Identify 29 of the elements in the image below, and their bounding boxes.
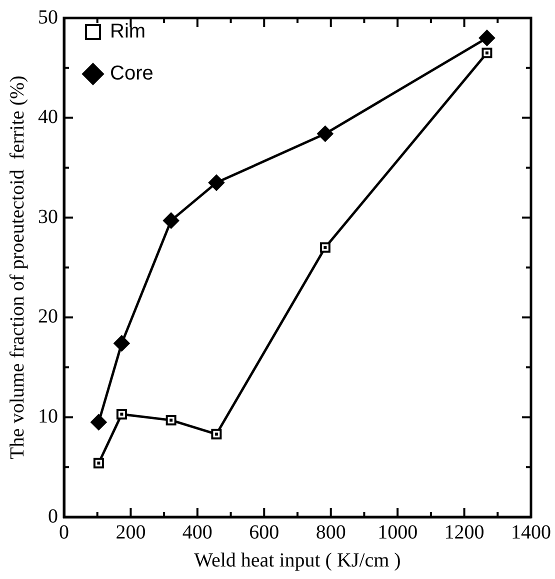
y-tick-label: 30	[38, 206, 58, 228]
x-tick-label: 800	[316, 521, 346, 544]
x-tick-label: 1000	[378, 521, 418, 544]
point	[116, 408, 127, 420]
point	[211, 428, 222, 440]
y-tick-label: 0	[48, 505, 58, 528]
x-tick-label: 200	[116, 521, 146, 544]
x-tick-label: 600	[249, 521, 280, 544]
y-tick-label: 20	[38, 306, 58, 328]
y-tick-label: 50	[38, 6, 58, 28]
point	[317, 126, 334, 142]
x-tick-label: 1200	[444, 521, 484, 544]
point	[166, 414, 176, 426]
point	[320, 242, 330, 253]
point	[163, 212, 180, 229]
point	[114, 335, 130, 352]
x-axis-title: Weld heat input ( KJ/cm )	[194, 549, 401, 572]
y-axis-title: The volume fraction of proeutectoid ferrite (%)	[6, 76, 28, 460]
y-tick-label: 40	[38, 106, 58, 128]
point	[208, 174, 224, 191]
x-tick-label: 400	[182, 521, 212, 544]
point	[478, 30, 495, 46]
y-tick-label: 10	[38, 405, 58, 428]
legend-label: Core	[110, 62, 154, 85]
point	[482, 48, 492, 58]
legend-label: Rim	[110, 20, 146, 43]
point	[93, 458, 104, 468]
x-tick-label: 1400	[511, 521, 551, 544]
point	[90, 414, 107, 430]
